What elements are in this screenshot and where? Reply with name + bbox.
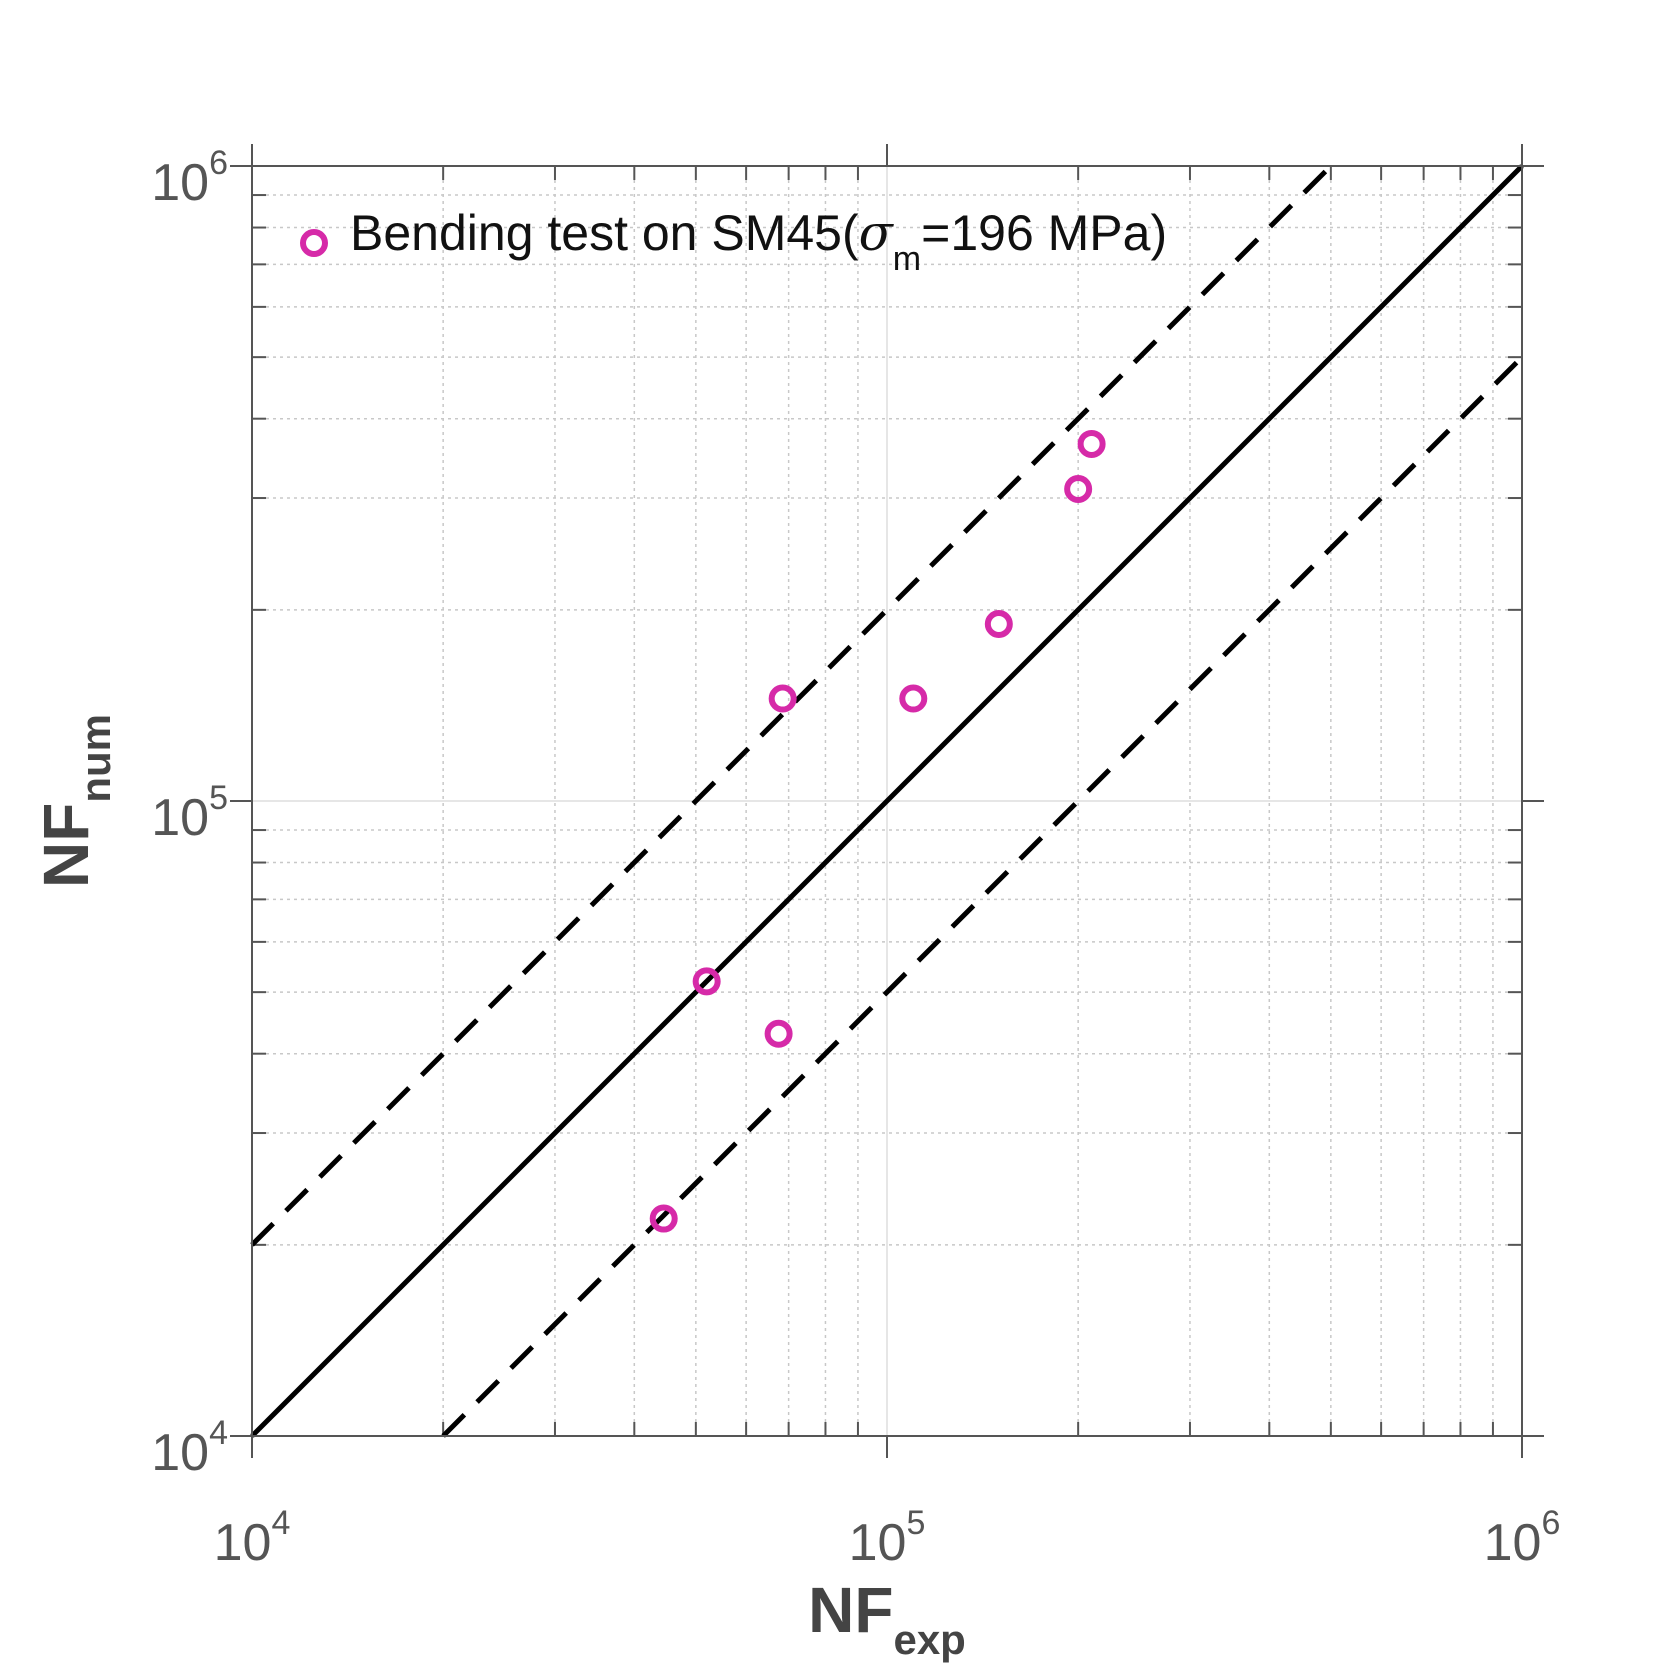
plot-box [251, 165, 1523, 1437]
data-point [984, 609, 1013, 638]
y-tick-label-base: 10 [151, 789, 209, 847]
legend-label-sub: m [893, 240, 921, 278]
x-tick-label: 104 [214, 1504, 291, 1572]
data-point [1077, 429, 1106, 458]
x-tick-label: 106 [1484, 1504, 1561, 1572]
grid-minor [252, 166, 1522, 1436]
data-point [764, 1019, 793, 1048]
x-axis-label-base: NF [808, 1574, 893, 1646]
reference-line-solid [250, 164, 1524, 1438]
legend-label-symbol: σ [859, 204, 895, 262]
x-tick-label-exp: 4 [271, 1504, 290, 1542]
y-tick-label: 106 [151, 144, 228, 212]
y-tick-label: 105 [151, 779, 228, 847]
x-tick-label-exp: 6 [1541, 1504, 1560, 1542]
reference-line-dashed [441, 355, 1524, 1438]
y-tick-label: 104 [151, 1414, 228, 1482]
ticks [230, 144, 1544, 1458]
legend: Bending test on SM45(σm=196 MPa) [300, 204, 1167, 278]
legend-label-prefix: Bending test on SM45( [350, 205, 859, 261]
y-axis-label: NFnum [30, 714, 119, 888]
x-axis-label-sub: exp [893, 1616, 965, 1663]
data-point [768, 684, 797, 713]
x-tick-label-base: 10 [849, 1514, 907, 1572]
reference-lines [250, 164, 1524, 1438]
data-point [1064, 474, 1093, 503]
data-point [899, 684, 928, 713]
y-tick-label-base: 10 [151, 1424, 209, 1482]
x-tick-label-base: 10 [214, 1514, 272, 1572]
x-tick-label-base: 10 [1484, 1514, 1542, 1572]
x-tick-label: 105 [849, 1504, 926, 1572]
data-point [649, 1204, 678, 1233]
data-markers [649, 429, 1106, 1233]
x-tick-labels: 104 105 106 [214, 1504, 1561, 1572]
x-axis-label: NFexp [808, 1574, 966, 1663]
y-tick-label-exp: 5 [209, 779, 228, 817]
x-tick-label-exp: 5 [906, 1504, 925, 1542]
legend-marker [300, 229, 328, 257]
reference-line-dashed [250, 164, 1333, 1247]
y-tick-label-exp: 4 [209, 1414, 228, 1452]
data-point [692, 967, 721, 996]
legend-label: Bending test on SM45(σm=196 MPa) [350, 204, 1167, 278]
y-tick-label-exp: 6 [209, 144, 228, 182]
y-axis-label-base: NF [30, 803, 102, 888]
legend-label-suffix: =196 MPa) [921, 205, 1167, 261]
y-tick-label-base: 10 [151, 154, 209, 212]
y-axis-label-sub: num [72, 714, 119, 803]
